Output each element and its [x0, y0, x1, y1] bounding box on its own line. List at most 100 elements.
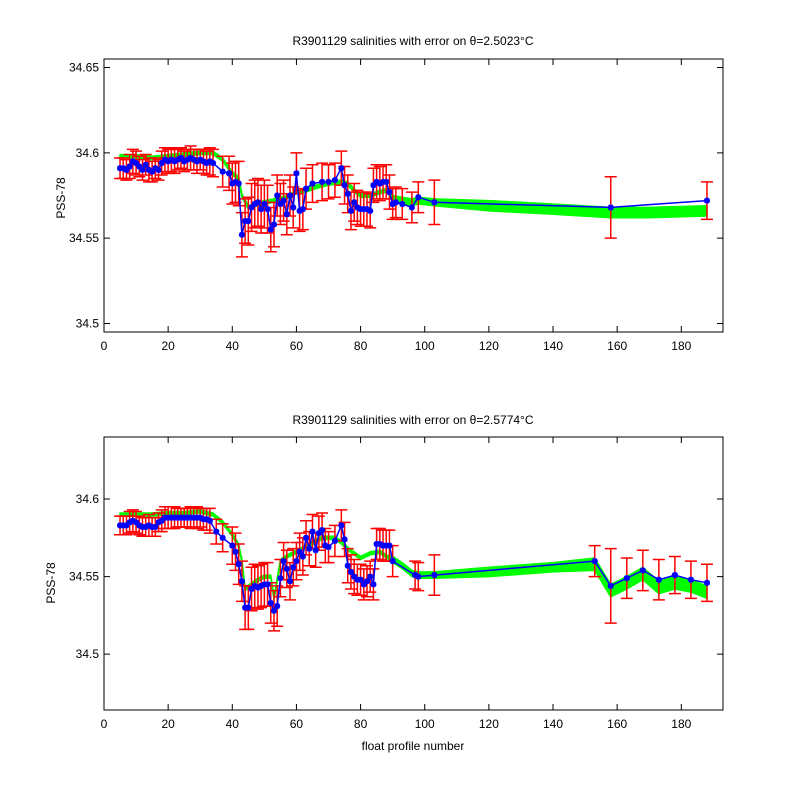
bottom-x-tick-label: 160 [607, 717, 627, 731]
bottom-x-tick-label: 100 [415, 717, 435, 731]
bottom-measured-point [591, 558, 598, 565]
bottom-x-axis-label: float profile number [362, 739, 465, 753]
bottom-measured-point [232, 548, 239, 555]
top-measured-point [181, 158, 188, 165]
top-measured-point [290, 204, 297, 211]
bottom-measured-point [367, 573, 374, 580]
bottom-measured-point [338, 522, 345, 529]
top-x-tick-label: 60 [290, 339, 304, 353]
bottom-measured-point [200, 516, 207, 523]
bottom-measured-point [370, 581, 377, 588]
bottom-measured-point [261, 581, 268, 588]
top-measured-point [149, 168, 156, 175]
top-measured-point [373, 178, 380, 185]
top-measured-point [238, 231, 245, 238]
top-measured-point [607, 204, 614, 211]
top-x-tick-label: 180 [671, 339, 691, 353]
bottom-measured-point [315, 530, 322, 537]
bottom-x-tick-label: 0 [101, 717, 108, 731]
bottom-measured-point [264, 581, 271, 588]
bottom-measured-point [607, 582, 614, 589]
top-measured-point [171, 158, 178, 165]
top-measured-point [703, 197, 710, 204]
bottom-x-tick-label: 140 [543, 717, 563, 731]
bottom-measured-point [155, 519, 162, 526]
top-measured-point [319, 178, 326, 185]
top-measured-point [363, 206, 370, 213]
bottom-chart-title: R3901129 salinities with error on θ=2.57… [292, 413, 533, 427]
top-measured-point [389, 201, 396, 208]
bottom-measured-point [229, 542, 236, 549]
bottom-plot-area: 0 20 40 60 80 100 120 140 160 180 34.5 34.55 34.6 [69, 436, 724, 731]
bottom-x-tick-label: 120 [479, 717, 499, 731]
top-measured-point [235, 180, 242, 187]
top-chart-title: R3901129 salinities with error on θ=2.50… [292, 34, 533, 48]
bottom-measured-point [344, 562, 351, 569]
top-plot-area: 0 20 40 60 80 100 120 140 160 180 34.5 34.55 34.6 34.… [69, 58, 724, 353]
bottom-measured-point [129, 517, 136, 524]
top-measured-point [155, 166, 162, 173]
top-x-tick-label: 80 [354, 339, 368, 353]
top-measured-point [309, 180, 316, 187]
bottom-measured-point [158, 517, 165, 524]
bottom-measured-point [322, 542, 329, 549]
top-measured-point [261, 201, 268, 208]
top-measured-point [200, 158, 207, 165]
bottom-measured-point [142, 523, 149, 530]
top-measured-point [431, 199, 438, 206]
bottom-measured-point [181, 514, 188, 521]
top-measured-point [117, 165, 124, 172]
top-measured-point [161, 156, 168, 163]
top-measured-point [197, 156, 204, 163]
bottom-measured-point [431, 572, 438, 579]
top-measured-point [245, 218, 252, 225]
bottom-measured-point [389, 558, 396, 565]
bottom-measured-point [197, 514, 204, 521]
bottom-measured-point [306, 545, 313, 552]
bottom-measured-point [171, 514, 178, 521]
bottom-measured-point [203, 516, 210, 523]
top-measured-point [187, 154, 194, 161]
top-measured-point [120, 165, 127, 172]
top-measured-point [210, 160, 217, 167]
top-measured-point [203, 160, 210, 167]
bottom-measured-point [380, 542, 387, 549]
bottom-measured-point [357, 576, 364, 583]
bottom-measured-point [274, 603, 281, 610]
bottom-measured-point [149, 523, 156, 530]
top-measured-point [392, 199, 399, 206]
bottom-y-tick-label: 34.6 [76, 492, 100, 506]
top-measured-point [347, 207, 354, 214]
bottom-measured-point [177, 514, 184, 521]
top-measured-point [126, 163, 133, 170]
bottom-measured-point [136, 522, 143, 529]
bottom-measured-point [242, 604, 249, 611]
top-measured-point [264, 206, 271, 213]
bottom-measured-point [235, 561, 242, 568]
bottom-measured-point [139, 523, 146, 530]
bottom-axes-frame [103, 436, 724, 711]
top-measured-point [177, 154, 184, 161]
top-measured-point [376, 180, 383, 187]
bottom-x-tick-label: 80 [354, 717, 368, 731]
bottom-y-tick-label: 34.55 [69, 570, 99, 584]
top-measured-point [165, 158, 172, 165]
top-measured-point [357, 206, 364, 213]
bottom-x-tick-label: 20 [161, 717, 175, 731]
top-measured-point [194, 158, 201, 165]
bottom-measured-point [303, 534, 310, 541]
top-measured-point [283, 211, 290, 218]
bottom-measured-point [383, 542, 390, 549]
bottom-salinity-panel: R3901129 salinities with error on θ=2.57… [44, 413, 724, 753]
top-measured-point [133, 160, 140, 167]
bottom-measured-point [194, 514, 201, 521]
bottom-measured-point [290, 564, 297, 571]
top-measured-point [325, 178, 332, 185]
bottom-measured-point [341, 536, 348, 543]
top-x-tick-label: 100 [415, 339, 435, 353]
bottom-measured-point [165, 514, 172, 521]
top-measured-point [219, 168, 226, 175]
bottom-measured-point [123, 522, 130, 529]
top-measured-point [274, 192, 281, 199]
